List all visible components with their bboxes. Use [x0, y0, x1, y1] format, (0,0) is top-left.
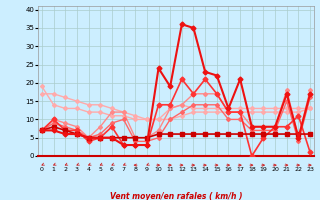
- X-axis label: Vent moyen/en rafales ( km/h ): Vent moyen/en rafales ( km/h ): [110, 192, 242, 200]
